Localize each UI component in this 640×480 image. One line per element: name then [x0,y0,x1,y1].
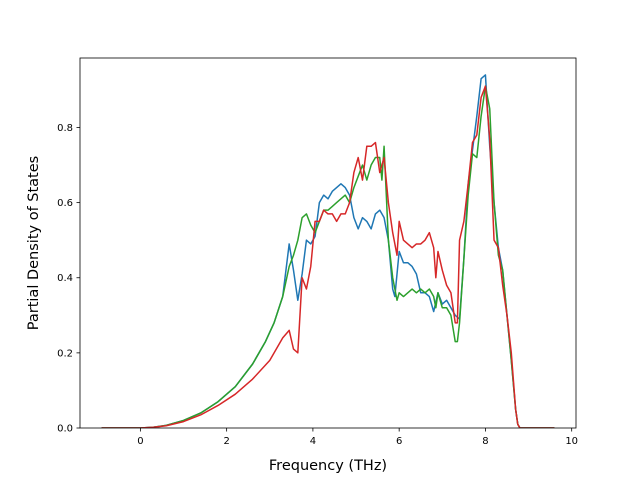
x-tick-label: 0 [137,436,143,447]
y-tick-label: 0.4 [57,273,73,284]
y-tick-label: 0.6 [57,198,73,209]
y-axis-label: Partial Density of States [26,156,42,330]
ticks-layer: 0 2 4 6 8 10 0.0 0.2 0.4 0.6 0.8 [57,123,578,447]
series-line-1 [101,74,555,428]
y-tick-label: 0.0 [57,424,73,435]
x-axis-label: Frequency (THz) [269,458,387,474]
series-line-2 [101,85,555,428]
x-tick-label: 2 [223,436,229,447]
plot-frame [79,57,577,429]
x-tick-label: 4 [310,436,316,447]
series-layer [101,74,555,428]
series-line-3 [101,85,555,428]
x-tick-label: 6 [396,436,402,447]
y-tick-label: 0.2 [57,348,73,359]
x-tick-label: 10 [565,436,578,447]
y-tick-label: 0.8 [57,123,73,134]
x-tick-label: 8 [482,436,488,447]
